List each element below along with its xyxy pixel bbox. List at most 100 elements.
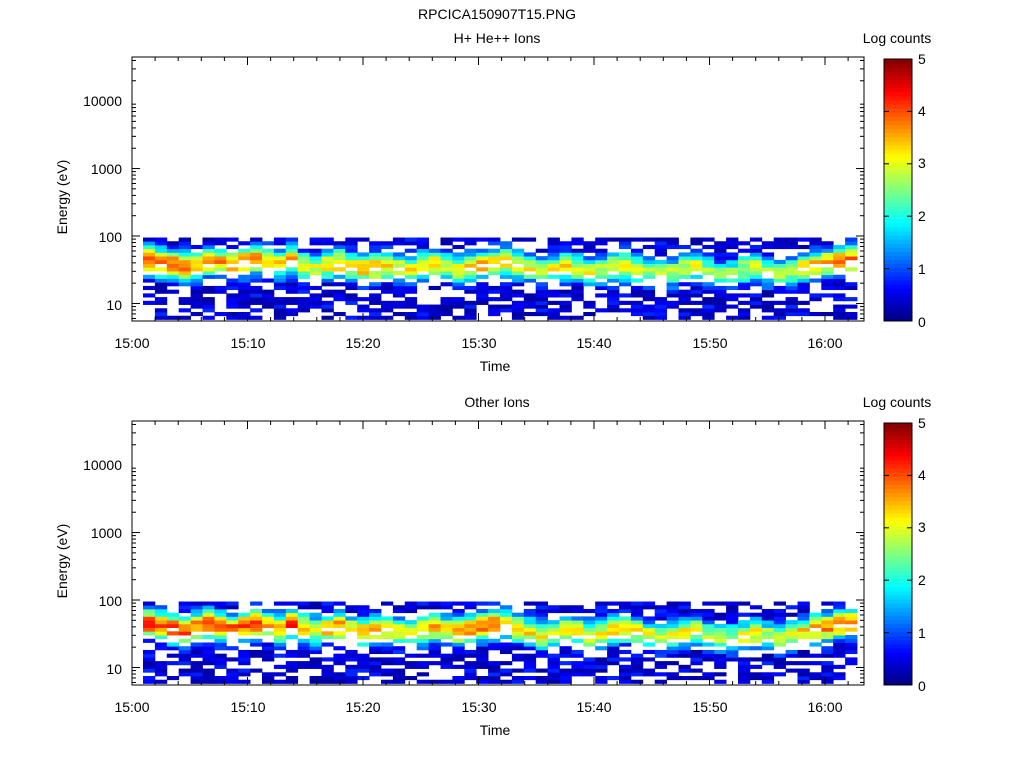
heatmap-cell [773,312,786,317]
heatmap-cell [202,252,215,257]
colorbar-segment [884,554,912,559]
heatmap-cell [333,248,346,253]
heatmap-cell [511,237,525,242]
heatmap-cell [143,274,156,279]
heatmap-cell [511,267,525,272]
heatmap-cell [738,274,751,279]
heatmap-cell [666,282,679,287]
heatmap-cell [714,642,727,647]
heatmap-cell [833,304,846,309]
heatmap-cell [642,668,656,673]
heatmap-cell [452,263,465,268]
heatmap-cell [154,256,168,261]
heatmap-cell [845,252,858,257]
heatmap-cell [595,308,608,313]
heatmap-cell [595,657,608,662]
heatmap-cell [321,274,334,279]
heatmap-cell [607,608,620,614]
heatmap-cell [559,300,572,305]
heatmap-cell [190,256,203,261]
heatmap-cell [416,605,429,610]
heatmap-cell [333,676,346,681]
heatmap-cell [345,300,358,305]
colorbar-segment [884,202,912,207]
heatmap-cell [785,263,798,268]
heatmap-cell [726,605,739,610]
heatmap-cell [821,601,834,606]
heatmap-cell [321,631,334,636]
heatmap-cell [416,252,429,257]
heatmap-cell [250,627,263,632]
colorbar-segment [884,116,912,121]
colorbar-segment [884,104,912,109]
heatmap-cell [726,259,739,264]
colorbar-segment [884,128,912,134]
heatmap-cell [333,241,346,246]
heatmap-cell [369,241,382,246]
heatmap-cell [773,244,786,250]
heatmap-cell [500,612,513,617]
heatmap-cell [321,252,334,257]
heatmap-cell [285,285,299,291]
heatmap-cell [476,300,489,305]
heatmap-cell [309,631,322,636]
heatmap-cell [500,608,513,614]
heatmap-cell [476,289,489,294]
heatmap-cell [309,664,322,669]
heatmap-cell [642,672,656,677]
colorbar-segment [884,71,912,76]
heatmap-cell [143,248,156,253]
heatmap-cell [273,263,287,268]
heatmap-cell [690,241,703,246]
heatmap-cell [452,601,465,606]
heatmap-cell [571,631,584,636]
colorbar-segment [884,124,912,130]
heatmap-cell [714,627,727,632]
colorbar-segment [884,652,912,657]
heatmap-cell [797,635,810,640]
heatmap-cell [714,304,727,309]
heatmap-cell [381,601,394,606]
heatmap-cell [523,601,537,606]
heatmap-cell [845,649,858,655]
heatmap-cell [738,259,751,264]
heatmap-cell [190,289,203,294]
heatmap-cell [488,620,501,625]
heatmap-cell [821,623,834,628]
heatmap-cell [619,605,632,610]
heatmap-cell [654,608,667,614]
heatmap-cell [357,620,370,625]
heatmap-cell [547,653,560,658]
heatmap-cell [488,616,501,621]
heatmap-cell [595,616,608,621]
heatmap-cell [178,248,191,253]
heatmap-cell [738,308,751,313]
heatmap-cell [166,282,180,287]
heatmap-cell [559,616,572,621]
heatmap-cell [178,282,191,287]
colorbar-segment [884,472,912,477]
heatmap-cell [416,661,429,666]
heatmap-cell [821,664,834,669]
heatmap-cell [630,248,644,253]
heatmap-cell [821,627,834,632]
heatmap-cell [523,635,537,640]
heatmap-cell [262,289,275,294]
colorbar-tick-label: 3 [918,519,926,535]
heatmap-cell [702,259,715,264]
colorbar-segment [884,161,912,166]
heatmap-cell [666,661,679,666]
heatmap-cell [714,278,727,283]
heatmap-cell [297,289,310,294]
heatmap-cell [273,297,287,302]
colorbar-tick-label: 1 [918,625,926,641]
heatmap-cell [535,646,548,651]
heatmap-cell [654,308,667,313]
heatmap-cell [369,244,382,250]
heatmap-cell [535,293,548,298]
heatmap-cell [345,274,358,279]
heatmap-cell [190,661,203,666]
heatmap-cell [464,653,477,658]
heatmap-cell [273,646,287,651]
heatmap-cell [726,657,739,662]
